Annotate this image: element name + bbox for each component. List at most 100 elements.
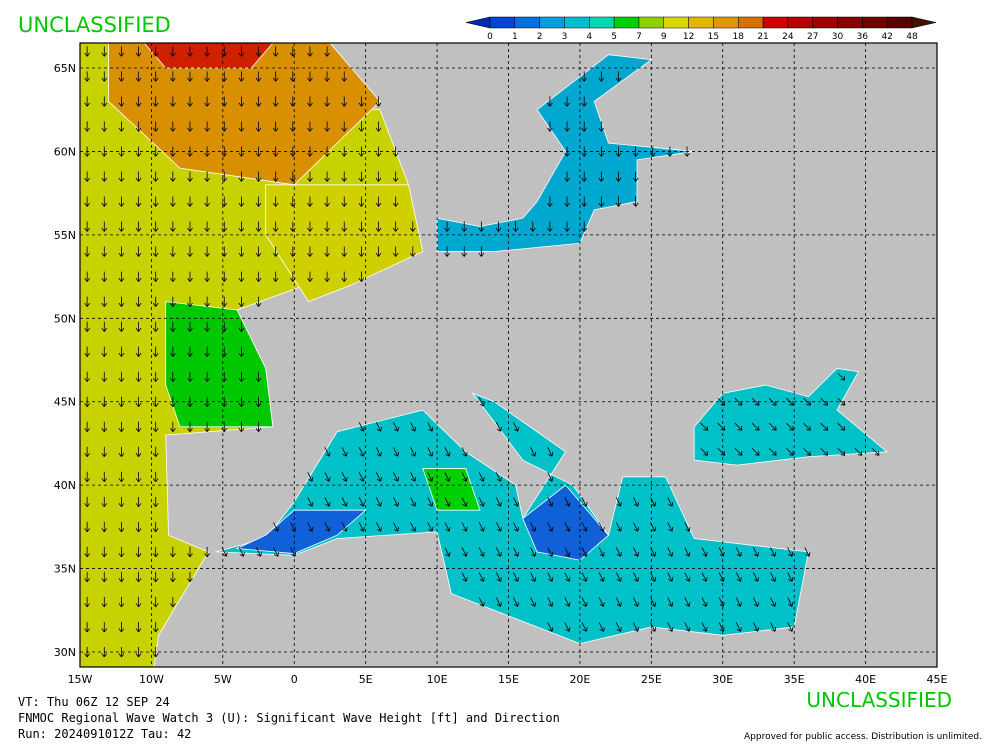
direction-arrow xyxy=(375,96,382,107)
direction-arrow xyxy=(410,522,417,532)
direction-arrow xyxy=(272,171,279,182)
sea-region xyxy=(436,54,695,252)
direction-arrow xyxy=(187,371,193,382)
direction-arrow xyxy=(410,472,417,482)
direction-arrow xyxy=(615,522,622,532)
direction-arrow xyxy=(152,646,159,658)
direction-arrow xyxy=(170,546,176,558)
direction-arrow xyxy=(204,296,210,307)
direction-arrow xyxy=(152,96,159,107)
direction-arrow xyxy=(152,346,159,357)
direction-arrow xyxy=(358,271,365,282)
direction-arrow xyxy=(530,597,537,607)
direction-arrow xyxy=(615,171,622,182)
direction-arrow xyxy=(170,221,176,232)
direction-arrow xyxy=(84,271,90,282)
direction-arrow xyxy=(581,547,588,557)
direction-arrow xyxy=(564,96,570,107)
map-frame xyxy=(79,42,938,668)
direction-arrow xyxy=(118,371,125,382)
colorbar-label: 30 xyxy=(832,32,844,42)
direction-arrow xyxy=(341,522,348,532)
direction-arrow xyxy=(615,196,622,207)
direction-arrow xyxy=(375,221,382,232)
direction-arrow xyxy=(101,471,108,483)
direction-arrow xyxy=(564,196,570,207)
direction-arrow xyxy=(152,121,159,132)
direction-arrow xyxy=(204,321,210,332)
direction-arrow xyxy=(118,321,125,332)
direction-arrow xyxy=(152,271,159,282)
direction-arrow xyxy=(84,571,90,583)
direction-arrow xyxy=(307,497,314,507)
direction-arrow xyxy=(170,321,176,332)
direction-arrow xyxy=(701,572,708,582)
direction-arrow xyxy=(307,121,313,132)
lat-label: 65N xyxy=(54,62,76,75)
direction-arrow xyxy=(324,271,330,282)
sea-region xyxy=(143,43,274,69)
direction-arrow xyxy=(187,71,193,82)
lon-label: 5E xyxy=(359,673,373,686)
direction-arrow xyxy=(461,447,468,457)
direction-arrow xyxy=(272,46,279,57)
direction-arrow xyxy=(358,146,365,157)
colorbar-label: 36 xyxy=(857,32,869,42)
colorbar-box xyxy=(638,16,665,29)
lon-label: 30E xyxy=(712,673,733,686)
direction-arrow xyxy=(409,246,416,257)
direction-arrow xyxy=(204,96,210,107)
lat-label: 50N xyxy=(54,312,76,325)
direction-arrow xyxy=(632,196,639,207)
direction-arrow xyxy=(770,547,777,557)
direction-arrow xyxy=(187,96,193,107)
colorbar-label: 0 xyxy=(487,32,493,42)
direction-arrow xyxy=(170,596,176,608)
colorbar-box xyxy=(539,16,565,29)
direction-arrow xyxy=(684,547,691,557)
direction-arrow xyxy=(101,121,108,132)
direction-arrow xyxy=(84,621,90,633)
lon-label: 15E xyxy=(498,673,519,686)
direction-arrow xyxy=(581,597,588,607)
colorbar-label: 42 xyxy=(881,32,892,42)
direction-arrow xyxy=(633,622,639,632)
direction-arrow xyxy=(118,96,125,107)
direction-arrow xyxy=(341,196,348,207)
direction-arrow xyxy=(170,46,176,57)
direction-arrow xyxy=(101,496,108,508)
direction-arrow xyxy=(684,597,691,607)
direction-arrow xyxy=(273,547,279,557)
direction-arrow xyxy=(307,171,313,182)
colorbar-box xyxy=(812,16,838,29)
direction-arrow xyxy=(581,96,588,107)
direction-arrow xyxy=(307,221,313,232)
direction-arrow xyxy=(101,571,108,583)
direction-arrow xyxy=(238,371,245,382)
direction-arrow xyxy=(375,422,382,432)
direction-arrow xyxy=(478,572,485,582)
direction-arrow xyxy=(581,572,588,582)
direction-arrow xyxy=(152,46,159,57)
direction-arrow xyxy=(324,121,330,132)
direction-arrow xyxy=(135,346,142,357)
direction-arrow xyxy=(753,572,759,582)
direction-arrow xyxy=(529,221,536,232)
direction-arrow xyxy=(101,596,108,608)
direction-arrow xyxy=(598,547,605,557)
direction-arrow xyxy=(135,196,142,207)
direction-arrow xyxy=(768,447,777,456)
direction-arrow xyxy=(667,572,674,582)
direction-arrow xyxy=(187,171,193,182)
direction-arrow xyxy=(768,422,777,431)
direction-arrow xyxy=(101,521,108,533)
direction-arrow xyxy=(530,447,537,457)
direction-arrow xyxy=(650,622,657,632)
direction-arrow xyxy=(513,547,519,557)
direction-arrow xyxy=(787,597,794,607)
direction-arrow xyxy=(358,96,365,107)
direction-arrow xyxy=(427,522,434,532)
direction-arrow xyxy=(564,221,570,232)
direction-arrow xyxy=(770,622,777,632)
colorbar-label: 15 xyxy=(708,32,719,42)
